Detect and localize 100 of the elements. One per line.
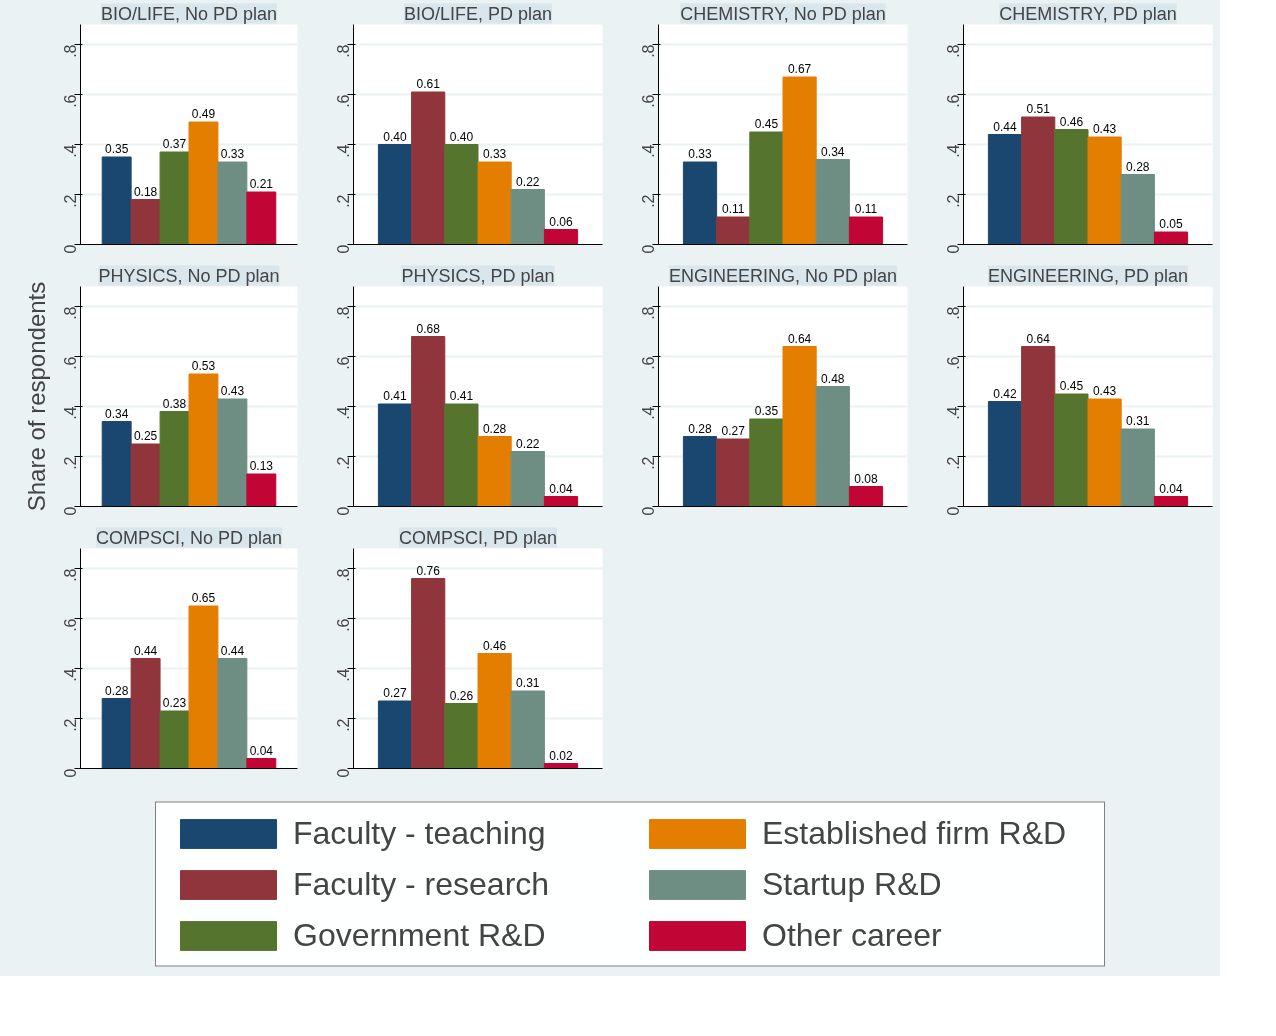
y-tick-label: .8 bbox=[944, 306, 962, 320]
data-label: 0.04 bbox=[1159, 481, 1183, 496]
y-tick-label: .2 bbox=[61, 194, 79, 208]
data-label: 0.44 bbox=[220, 643, 245, 658]
y-tick-label: .2 bbox=[61, 718, 79, 732]
y-tick-label: 0 bbox=[334, 768, 352, 778]
legend-label: Faculty - teaching bbox=[293, 814, 547, 852]
y-tick-label: .4 bbox=[61, 406, 79, 420]
data-label: 0.31 bbox=[1126, 414, 1150, 428]
data-label: 0.67 bbox=[787, 62, 812, 76]
chart-title: ENGINEERING, No PD plan bbox=[668, 265, 898, 286]
y-tick-label: .8 bbox=[334, 568, 352, 582]
data-label: 0.68 bbox=[416, 321, 441, 336]
chart-title: BIO/LIFE, No PD plan bbox=[100, 3, 278, 24]
data-label: 0.28 bbox=[688, 421, 712, 436]
data-label: 0.41 bbox=[383, 389, 407, 403]
data-label: 0.41 bbox=[449, 389, 474, 403]
data-label: 0.33 bbox=[220, 147, 245, 161]
y-tick-label: 0 bbox=[639, 244, 657, 254]
y-tick-label: .2 bbox=[334, 718, 352, 732]
y-tick-label: .4 bbox=[639, 406, 657, 420]
y-tick-label: .2 bbox=[944, 456, 962, 470]
chart-title: CHEMISTRY, PD plan bbox=[999, 3, 1177, 24]
y-tick-label: 0 bbox=[639, 506, 657, 516]
data-label: 0.35 bbox=[754, 404, 779, 418]
y-tick-label: .4 bbox=[334, 144, 352, 158]
data-label: 0.43 bbox=[1092, 384, 1117, 398]
y-tick-label: .8 bbox=[334, 44, 352, 58]
y-tick-label: 0 bbox=[61, 768, 79, 778]
data-label: 0.38 bbox=[162, 396, 187, 411]
data-label: 0.64 bbox=[1026, 331, 1051, 346]
data-label: 0.49 bbox=[191, 107, 216, 121]
data-label: 0.45 bbox=[1059, 379, 1084, 393]
data-label: 0.11 bbox=[721, 202, 745, 216]
data-label: 0.34 bbox=[821, 144, 845, 159]
y-tick-label: .8 bbox=[639, 306, 657, 320]
data-label: 0.26 bbox=[449, 688, 474, 703]
y-tick-label: 0 bbox=[334, 506, 352, 516]
y-tick-label: .4 bbox=[334, 668, 352, 682]
data-label: 0.46 bbox=[1059, 114, 1084, 129]
data-label: 0.44 bbox=[133, 643, 158, 658]
data-label: 0.31 bbox=[516, 676, 540, 690]
y-tick-label: .8 bbox=[61, 306, 79, 320]
y-tick-label: .6 bbox=[639, 356, 657, 370]
data-label: 0.28 bbox=[104, 683, 129, 698]
data-label: 0.46 bbox=[482, 638, 507, 653]
data-label: 0.76 bbox=[416, 563, 441, 578]
y-tick-label: .6 bbox=[944, 356, 962, 370]
y-tick-label: 0 bbox=[944, 506, 962, 516]
data-label: 0.25 bbox=[133, 429, 158, 443]
data-label: 0.64 bbox=[787, 331, 812, 346]
data-label: 0.61 bbox=[416, 77, 441, 91]
y-tick-label: .6 bbox=[944, 94, 962, 108]
chart-title: COMPSCI, No PD plan bbox=[95, 527, 283, 548]
chart-title: BIO/LIFE, PD plan bbox=[403, 3, 553, 24]
y-tick-label: .6 bbox=[639, 94, 657, 108]
data-label: 0.05 bbox=[1159, 217, 1183, 231]
data-label: 0.27 bbox=[383, 686, 407, 700]
data-label: 0.04 bbox=[249, 743, 274, 758]
data-label: 0.06 bbox=[549, 214, 573, 229]
y-tick-label: .8 bbox=[944, 44, 962, 58]
y-tick-label: .6 bbox=[334, 94, 352, 108]
y-tick-label: .6 bbox=[334, 356, 352, 370]
y-tick-label: .8 bbox=[61, 568, 79, 582]
data-label: 0.02 bbox=[549, 748, 573, 763]
y-tick-label: .6 bbox=[61, 356, 79, 370]
data-label: 0.43 bbox=[220, 384, 245, 398]
data-label: 0.53 bbox=[191, 359, 216, 373]
y-tick-label: 0 bbox=[944, 244, 962, 254]
y-tick-label: .2 bbox=[639, 456, 657, 470]
data-label: 0.65 bbox=[191, 591, 216, 605]
data-label: 0.08 bbox=[854, 471, 878, 486]
data-label: 0.37 bbox=[162, 137, 187, 151]
chart-title: PHYSICS, No PD plan bbox=[98, 265, 280, 286]
y-tick-label: .6 bbox=[61, 94, 79, 108]
data-label: 0.27 bbox=[721, 424, 746, 438]
data-label: 0.43 bbox=[1092, 122, 1117, 136]
chart-title: ENGINEERING, PD plan bbox=[987, 265, 1189, 286]
data-label: 0.22 bbox=[516, 436, 540, 451]
y-tick-label: .2 bbox=[639, 194, 657, 208]
chart-title: CHEMISTRY, No PD plan bbox=[680, 3, 886, 24]
data-label: 0.28 bbox=[1126, 159, 1150, 174]
data-label: 0.51 bbox=[1026, 102, 1051, 116]
data-label: 0.28 bbox=[482, 421, 507, 436]
data-label: 0.45 bbox=[754, 117, 779, 131]
y-tick-label: .4 bbox=[639, 144, 657, 158]
y-tick-label: 0 bbox=[334, 244, 352, 254]
y-tick-label: .2 bbox=[334, 456, 352, 470]
y-tick-label: 0 bbox=[61, 244, 79, 254]
y-tick-label: .8 bbox=[334, 306, 352, 320]
data-label: 0.44 bbox=[993, 119, 1017, 134]
y-tick-label: .2 bbox=[944, 194, 962, 208]
y-tick-label: .4 bbox=[61, 144, 79, 158]
data-label: 0.22 bbox=[516, 174, 540, 189]
data-label: 0.33 bbox=[688, 147, 712, 161]
data-label: 0.04 bbox=[549, 481, 573, 496]
y-tick-label: .4 bbox=[334, 406, 352, 420]
y-tick-label: .4 bbox=[61, 668, 79, 682]
y-tick-label: .6 bbox=[334, 618, 352, 632]
data-label: 0.35 bbox=[104, 142, 129, 156]
